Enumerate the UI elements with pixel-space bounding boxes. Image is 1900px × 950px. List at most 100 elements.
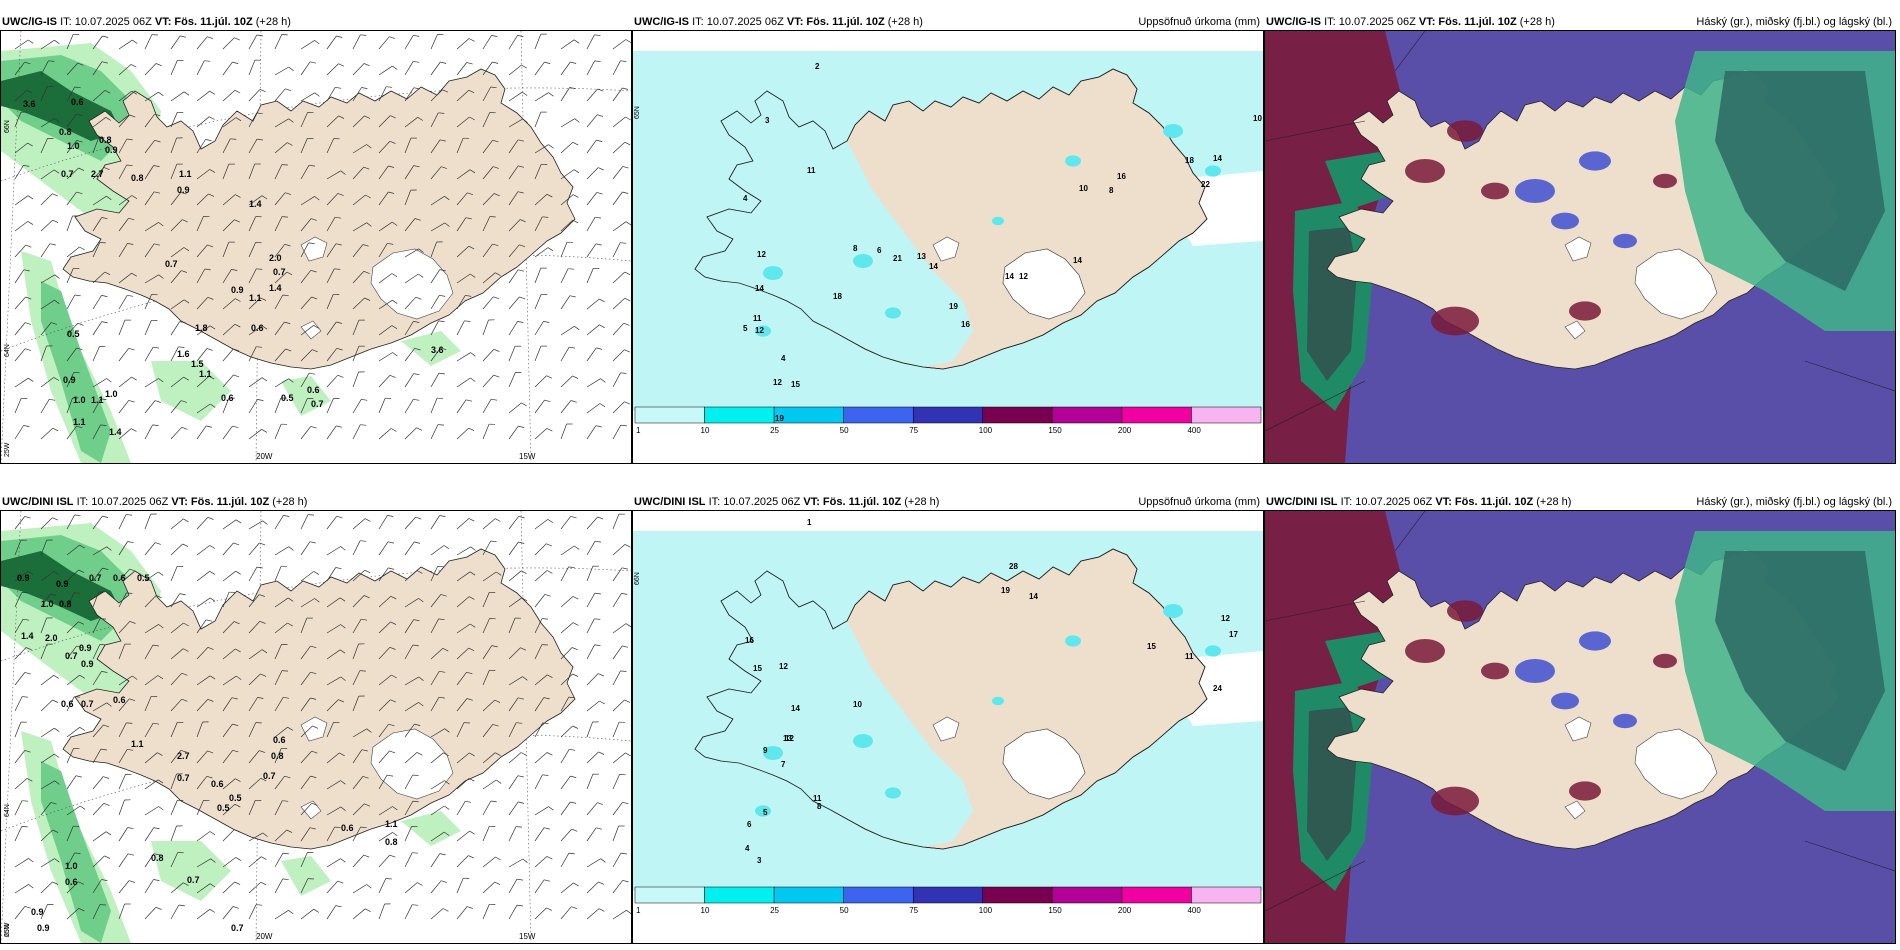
- wind-barb: [118, 880, 130, 894]
- wind-barb: [482, 826, 490, 842]
- wind-barb-flag: [363, 270, 370, 274]
- wind-barb-flag: [543, 321, 550, 323]
- wind-barb-flag: [256, 112, 263, 115]
- wind-barb: [586, 268, 594, 284]
- wind-barb: [508, 165, 519, 180]
- wind-barb: [14, 269, 25, 284]
- wind-barb-flag: [599, 324, 605, 329]
- wind-value-label: 2.7: [177, 751, 190, 761]
- wind-barb-flag: [78, 621, 85, 625]
- vatnajokull-glacier: [1634, 248, 1718, 320]
- wind-barb-flag: [209, 116, 215, 120]
- wind-barb-flag: [99, 618, 107, 620]
- wind-barb-flag: [310, 775, 317, 778]
- wind-barb-flag: [232, 906, 239, 909]
- wind-barb: [378, 832, 393, 842]
- wind-barb-flag: [283, 515, 290, 517]
- wind-barb: [118, 376, 132, 388]
- wind-barb-flag: [179, 321, 186, 324]
- wind-barb-flag: [74, 592, 81, 594]
- wind-value-labels: 3.6 0.60.81.00.80.90.7 2.7 0.8 1.10.91.42.00…: [23, 97, 444, 437]
- wind-barb-flag: [337, 374, 344, 378]
- wind-barb: [560, 268, 569, 284]
- wind-barb: [196, 36, 208, 50]
- wind-barb-flag: [261, 195, 268, 200]
- wind-barb-flag: [180, 192, 187, 195]
- wind-barb: [14, 111, 22, 128]
- wind-barb: [404, 427, 417, 440]
- lat-line: [1265, 600, 1366, 622]
- wind-barb: [196, 403, 211, 414]
- mid-cloud-patch: [1579, 151, 1611, 171]
- colorbar-tick: 1: [636, 906, 641, 915]
- low-cloud-patch: [1447, 120, 1483, 142]
- wind-barb: [508, 858, 523, 868]
- wind-barb-flag: [518, 269, 524, 272]
- wind-barb: [248, 621, 261, 634]
- wind-barb: [586, 592, 596, 608]
- wind-value-label: 0.5: [217, 803, 230, 813]
- wind-barb: [430, 594, 442, 608]
- wind-barb-flag: [622, 191, 629, 194]
- wind-barb: [14, 195, 29, 206]
- wind-barb-flag: [101, 879, 108, 881]
- wind-barb-flag: [489, 216, 496, 218]
- wind-barb-flag: [547, 519, 554, 523]
- wind-barb: [144, 274, 159, 284]
- wind-barb-flag: [544, 879, 550, 882]
- precip-value-label: 15: [753, 664, 762, 673]
- wind-barb: [222, 397, 230, 414]
- wind-barb-flag: [518, 515, 525, 519]
- wind-barb-flag: [464, 320, 471, 322]
- wind-barb-flag: [361, 398, 368, 401]
- wind-barb: [586, 34, 595, 50]
- wind-barb-flag: [544, 61, 551, 64]
- wind-barb-flag: [594, 644, 601, 646]
- wind-barb: [612, 87, 623, 102]
- wind-barb: [560, 882, 574, 894]
- wind-barb-flag: [520, 752, 527, 756]
- wind-barb-flag: [444, 728, 450, 733]
- wind-barb-flag: [366, 222, 372, 227]
- wind-barb: [222, 37, 235, 50]
- wind-barb: [508, 617, 516, 634]
- wind-barb: [222, 697, 233, 712]
- wind-barb-flag: [25, 244, 32, 248]
- wind-barb: [248, 881, 262, 894]
- precip-value-label: 11: [807, 166, 816, 175]
- wind-barb-flag: [490, 800, 497, 803]
- wind-barb: [170, 299, 185, 310]
- wind-barb: [352, 749, 363, 764]
- wind-barb: [404, 87, 415, 102]
- wind-barb: [170, 800, 178, 816]
- wind-barb: [560, 61, 571, 76]
- colorbar-tick: 200: [1118, 906, 1132, 915]
- wind-barb-flag: [126, 722, 133, 724]
- wind-barb: [144, 63, 157, 76]
- mid-cloud-patch: [1515, 659, 1555, 683]
- wind-barb-flag: [287, 622, 293, 627]
- wind-barb: [326, 858, 341, 868]
- precip-heavy: [1065, 155, 1081, 167]
- wind-barb-flag: [288, 910, 294, 915]
- wind-barb: [456, 878, 464, 894]
- wind-barb: [170, 518, 184, 530]
- wind-barb-flag: [517, 775, 524, 778]
- wind-barb-flag: [52, 829, 59, 833]
- wind-barb: [40, 780, 55, 790]
- wind-barb: [300, 373, 310, 388]
- wind-barb-flag: [469, 830, 475, 835]
- wind-barb: [612, 221, 627, 232]
- wind-barb-flag: [234, 803, 241, 808]
- lat-line: [1265, 120, 1366, 142]
- wind-barb-flag: [52, 219, 59, 224]
- wind-barb: [40, 427, 54, 440]
- wind-barb: [560, 566, 569, 582]
- wind-barb: [508, 570, 522, 582]
- precip-value-label: 1: [807, 518, 812, 527]
- wind-barb-flag: [465, 217, 472, 220]
- wind-barb: [14, 858, 29, 868]
- wind-barb: [40, 829, 53, 842]
- wind-barb-flag: [260, 777, 267, 782]
- wind-barb: [222, 592, 230, 608]
